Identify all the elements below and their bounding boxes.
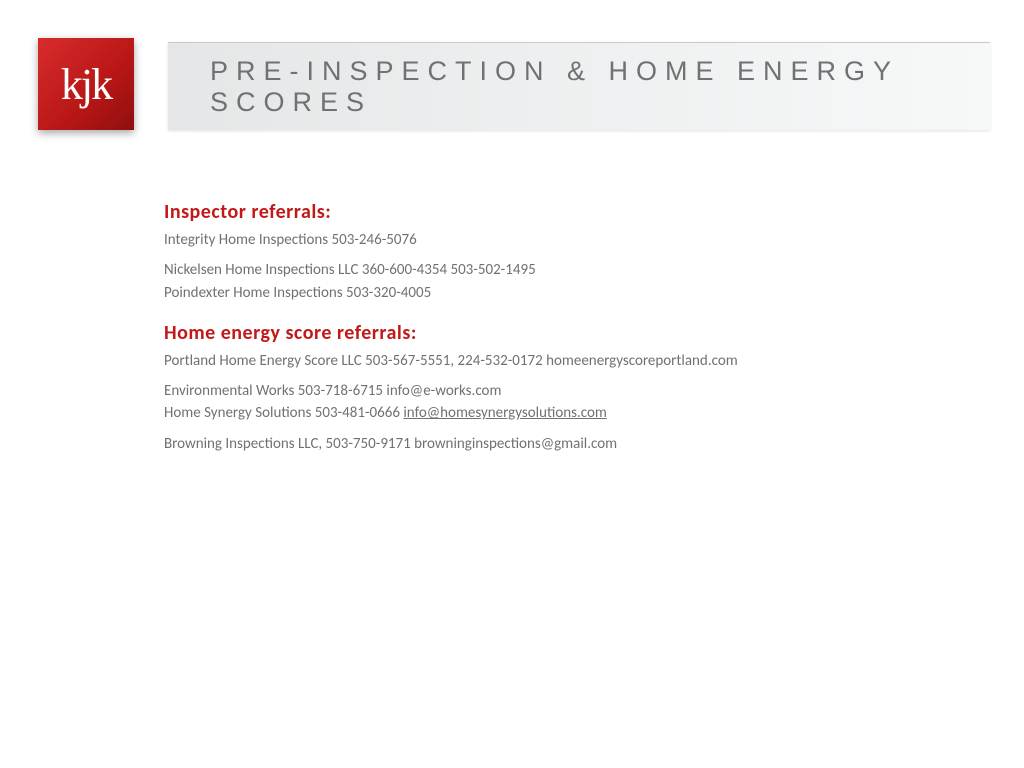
logo-text: kjk	[61, 59, 111, 110]
email-link[interactable]: info@homesynergysolutions.com	[403, 404, 607, 422]
energy-block-2: Environmental Works 503-718-6715 info@e-…	[164, 381, 820, 424]
energy-block-3: Browning Inspections LLC, 503-750-9171 b…	[164, 434, 820, 454]
inspector-line: Nickelsen Home Inspections LLC 360-600-4…	[164, 260, 820, 280]
energy-line: Browning Inspections LLC, 503-750-9171 b…	[164, 434, 820, 454]
energy-line: Home Synergy Solutions 503-481-0666 info…	[164, 403, 820, 423]
page-title: PRE-INSPECTION & HOME ENERGY SCORES	[210, 56, 990, 118]
inspector-block-1: Integrity Home Inspections 503-246-5076	[164, 230, 820, 250]
inspector-block-2: Nickelsen Home Inspections LLC 360-600-4…	[164, 260, 820, 303]
content: Inspector referrals: Integrity Home Insp…	[0, 140, 820, 454]
logo-box: kjk	[38, 38, 134, 130]
energy-line-prefix: Home Synergy Solutions 503-481-0666	[164, 404, 403, 422]
energy-line: Environmental Works 503-718-6715 info@e-…	[164, 381, 820, 401]
energy-block-1: Portland Home Energy Score LLC 503-567-5…	[164, 351, 820, 371]
energy-line: Portland Home Energy Score LLC 503-567-5…	[164, 351, 820, 371]
energy-heading: Home energy score referrals:	[164, 321, 820, 345]
inspector-heading: Inspector referrals:	[164, 200, 820, 224]
header: kjk PRE-INSPECTION & HOME ENERGY SCORES	[0, 0, 1024, 140]
title-bar: PRE-INSPECTION & HOME ENERGY SCORES	[168, 42, 990, 130]
inspector-line: Integrity Home Inspections 503-246-5076	[164, 230, 820, 250]
inspector-line: Poindexter Home Inspections 503-320-4005	[164, 283, 820, 303]
